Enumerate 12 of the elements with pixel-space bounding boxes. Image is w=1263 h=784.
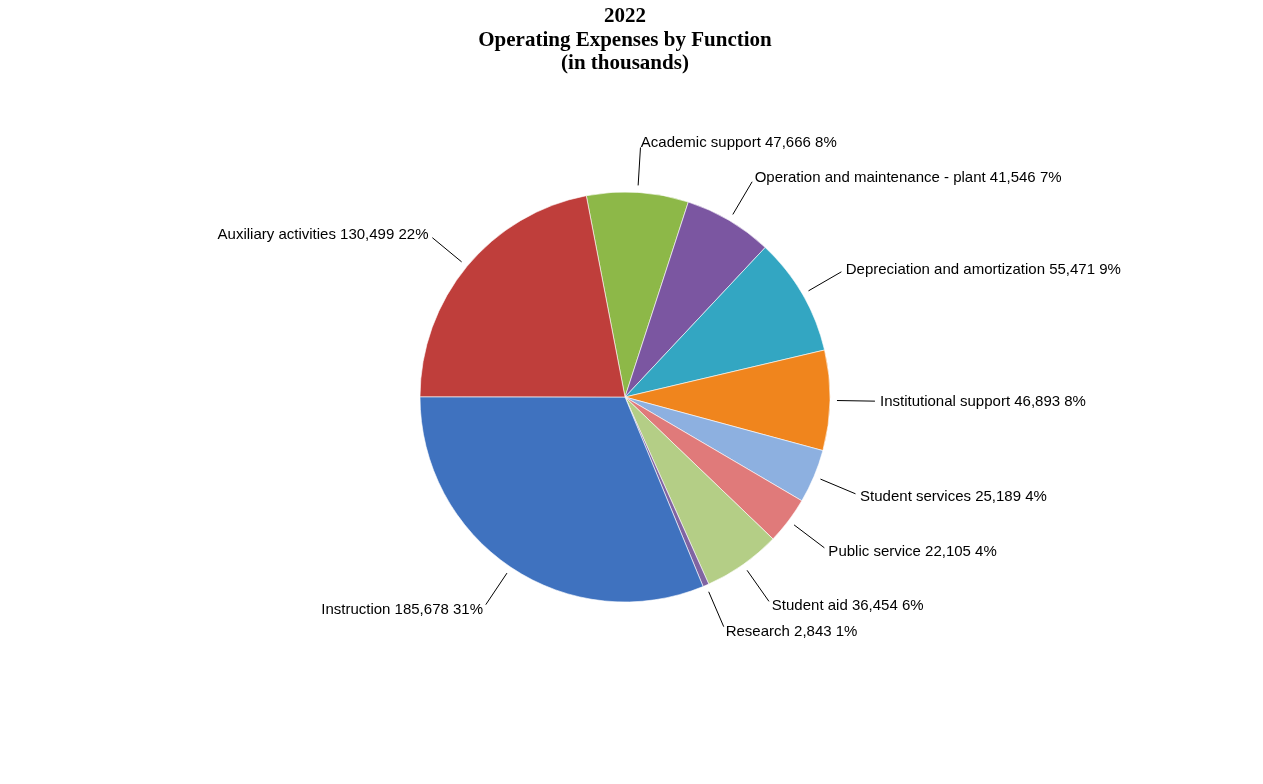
slice-label: Academic support 47,666 8% [640, 133, 837, 151]
slice-label: Public service 22,105 4% [828, 541, 997, 559]
chart-subtitle: Operating Expenses by Function (in thousands) [478, 27, 773, 74]
chart-title: 2022 [604, 3, 646, 27]
slice-label: Instruction 185,678 31% [321, 599, 484, 617]
slice-label: Research 2,843 1% [725, 622, 858, 640]
slice-label: Student aid 36,454 6% [771, 596, 924, 614]
slice-label: Auxiliary activities 130,499 22% [217, 225, 429, 243]
slice-label: Operation and maintenance - plant 41,546 7% [754, 168, 1062, 186]
slice-label: Institutional support 46,893 8% [879, 392, 1086, 410]
slice-label: Student services 25,189 4% [860, 486, 1047, 504]
slice-label: Depreciation and amortization 55,471 9% [845, 260, 1121, 278]
